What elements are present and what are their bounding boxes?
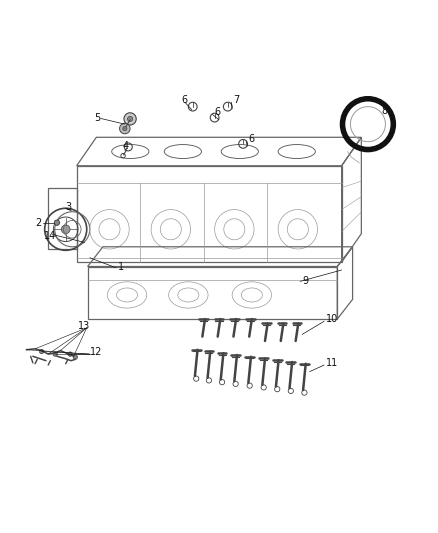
- Text: 6: 6: [215, 107, 221, 117]
- Circle shape: [127, 116, 133, 122]
- Circle shape: [61, 225, 70, 233]
- Text: 14: 14: [44, 231, 56, 241]
- Text: 8: 8: [381, 106, 387, 116]
- Text: 6: 6: [182, 95, 188, 105]
- Circle shape: [39, 349, 44, 354]
- Text: 1: 1: [118, 262, 124, 271]
- Circle shape: [68, 352, 72, 356]
- Text: 4: 4: [123, 141, 129, 151]
- Circle shape: [120, 123, 130, 134]
- Text: 13: 13: [78, 321, 90, 330]
- Text: 12: 12: [90, 347, 102, 357]
- Circle shape: [124, 113, 136, 125]
- Text: 6: 6: [248, 134, 254, 144]
- Text: 3: 3: [65, 203, 71, 212]
- Text: 10: 10: [326, 314, 339, 324]
- Circle shape: [123, 126, 127, 131]
- Circle shape: [53, 352, 57, 356]
- Circle shape: [54, 220, 60, 225]
- Text: 2: 2: [35, 217, 41, 228]
- Text: 9: 9: [302, 276, 308, 286]
- Text: 7: 7: [233, 95, 240, 105]
- Text: 11: 11: [326, 358, 339, 368]
- Circle shape: [73, 355, 78, 359]
- Text: 5: 5: [94, 114, 100, 124]
